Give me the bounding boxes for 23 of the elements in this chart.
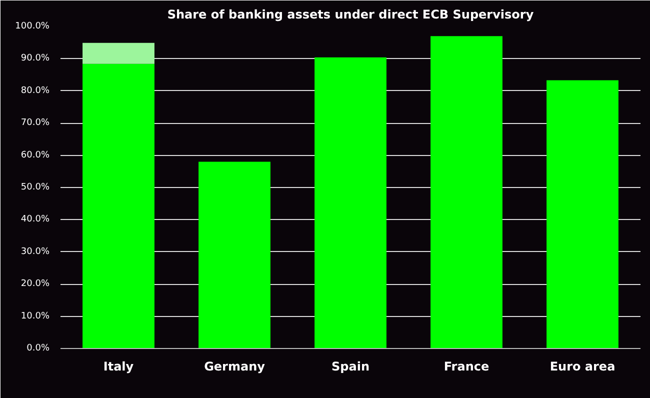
y-tick-label: 60.0%: [20, 150, 50, 160]
y-tick-label: 90.0%: [20, 54, 50, 64]
y-tick-label: 70.0%: [20, 118, 50, 128]
chart-title: Share of banking assets under direct ECB Supervisory: [167, 8, 534, 22]
y-tick-label: 10.0%: [20, 311, 50, 322]
y-tick-label: 50.0%: [20, 182, 50, 192]
x-tick-label: Spain: [332, 360, 370, 374]
bar: [314, 57, 386, 348]
bar: [82, 64, 154, 348]
bar: [430, 36, 502, 348]
x-tick-label: France: [444, 360, 490, 374]
y-tick-label: 100.0%: [15, 22, 50, 32]
y-tick-label: 0.0%: [26, 344, 50, 354]
x-tick-label: Euro area: [550, 360, 616, 374]
bar: [546, 80, 618, 348]
x-tick-label: Italy: [103, 360, 134, 374]
y-tick-label: 30.0%: [20, 246, 50, 257]
y-tick-label: 20.0%: [20, 279, 50, 290]
bar: [82, 42, 154, 64]
bar: [198, 162, 270, 348]
y-tick-label: 40.0%: [20, 214, 50, 225]
y-tick-label: 80.0%: [20, 86, 50, 96]
x-tick-label: Germany: [204, 360, 266, 374]
